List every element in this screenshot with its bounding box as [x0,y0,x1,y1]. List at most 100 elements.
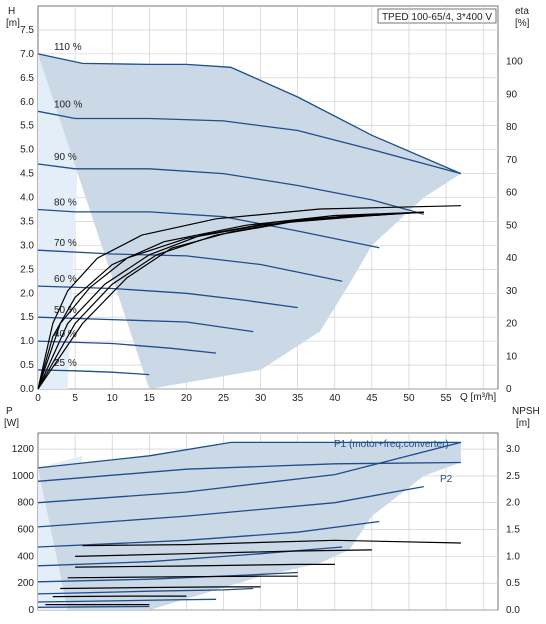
bottom-series [37,441,462,608]
top-y-tick: 2.0 [20,288,34,299]
bottom-y2-tick: 1.5 [506,525,520,536]
top-y2-tick: 100 [506,57,523,68]
top-head-curve [37,249,343,282]
top-y2-tick: 70 [506,155,518,166]
top-y2-unit: [%] [515,18,530,29]
bottom-power-curve [37,441,462,504]
top-head-curve [37,340,217,354]
bottom-power-curve [37,587,254,595]
top-head-curve [37,208,380,249]
bottom-npsh-curve [75,549,372,557]
top-ticks: 0.0 0.5 1.0 1.5 2.0 2.5 3.0 3.5 4.0 4.5 5.0 5.5 6.0 6… [20,25,523,404]
top-y-unit: [m] [6,18,20,29]
top-y2-label: eta [515,6,529,17]
bottom-npsh-curve [52,595,187,598]
bottom-power-curve [37,441,461,469]
bottom-y-tick: 0 [28,605,34,616]
top-series: 110 % 100 % 90 % 80 % 70 % 60 % 50 % 40 % 25 % [37,42,462,390]
top-y-tick: 3.0 [20,240,34,251]
top-head-curve [37,53,462,175]
top-y-tick: 5.0 [20,145,34,156]
top-y2-tick: 40 [506,253,518,264]
bottom-power-curve [37,485,424,528]
bottom-power-curve [37,605,150,608]
top-eta-curve [37,211,424,390]
top-head-curve [37,163,424,215]
top-y-tick: 7.5 [20,25,34,36]
top-speed-label: 90 % [54,152,77,163]
top-speed-label: 100 % [54,99,82,110]
top-speed-label: 60 % [54,274,77,285]
top-y-tick: 5.5 [20,121,34,132]
top-x-tick: 15 [144,393,156,404]
top-x-tick: 55 [441,393,453,404]
top-eta-curve [37,211,424,390]
bottom-power-curve [37,461,461,482]
bottom-operating-region [38,442,461,610]
top-y2-tick: 20 [506,319,518,330]
bottom-y-tick: 200 [17,578,34,589]
top-y-tick: 1.0 [20,336,34,347]
top-x-tick: 45 [366,393,378,404]
top-y2-tick: 60 [506,188,518,199]
bottom-y2-unit: [m] [516,418,530,429]
top-y-tick: 3.5 [20,216,34,227]
bottom-y-tick: 800 [17,498,34,509]
top-y-tick: 2.5 [20,264,34,275]
top-y-label: H [8,6,15,17]
top-y-tick: 6.5 [20,73,34,84]
bottom-npsh-curve [82,539,461,547]
top-x-tick: 35 [292,393,304,404]
top-head-curve [37,110,462,175]
top-y-tick: 4.0 [20,193,34,204]
top-x-tick: 5 [72,393,78,404]
bottom-y-unit: [W] [4,418,19,429]
top-speed-label: 25 % [54,358,77,369]
top-y-tick: 6.0 [20,97,34,108]
bottom-y2-tick: 3.0 [506,444,520,455]
top-y-tick: 0.5 [20,360,34,371]
bottom-y-tick: 1200 [12,444,35,455]
top-y2-tick: 30 [506,286,518,297]
top-eta-curve [37,211,424,390]
top-x-label: Q [m³/h] [460,392,496,403]
bottom-operating-area [38,442,461,610]
top-x-tick: 25 [218,393,230,404]
top-y-tick: 7.0 [20,49,34,60]
top-speed-label: 70 % [54,238,77,249]
bottom-power-curve [37,520,380,548]
top-speed-label: 110 % [54,42,82,53]
label-p2: P2 [440,474,453,485]
bottom-npsh-curve [60,586,261,590]
top-y2-tick: 90 [506,89,518,100]
top-x-tick: 20 [181,393,193,404]
top-x-tick: 0 [35,393,41,404]
top-speed-label: 80 % [54,197,77,208]
top-speed-label: 40 % [54,329,77,340]
chart-title: TPED 100-65/4, 3*400 V [382,12,492,23]
top-y2-tick: 50 [506,220,518,231]
top-head-curve [37,316,254,333]
top-y2-tick: 80 [506,122,518,133]
bottom-y-tick: 600 [17,525,34,536]
bottom-y2-tick: 0.5 [506,578,520,589]
top-y2-tick: 0 [506,384,512,395]
bottom-power-curve [37,598,217,603]
bottom-npsh-curve [67,575,298,579]
bottom-y2-tick: 0.0 [506,605,520,616]
title-box [377,8,497,24]
bottom-y-label: P [6,406,13,417]
bottom-ticks: 0 200 400 600 800 1000 1200 0.0 0.5 1.0 1.5 2.0 2.5 3… [12,444,521,616]
top-y2-tick: 10 [506,351,518,362]
top-eta-curve [37,211,424,390]
top-x-tick: 30 [255,393,267,404]
top-speed-label: 50 % [54,305,77,316]
top-x-tick: 10 [107,393,119,404]
bottom-y-tick: 1000 [12,471,35,482]
bottom-y2-tick: 2.5 [506,471,520,482]
top-y-tick: 4.5 [20,169,34,180]
top-y-tick: 0.0 [20,384,34,395]
top-y-tick: 1.5 [20,312,34,323]
label-p1: P1 (motor+freq.converter) [334,439,449,450]
